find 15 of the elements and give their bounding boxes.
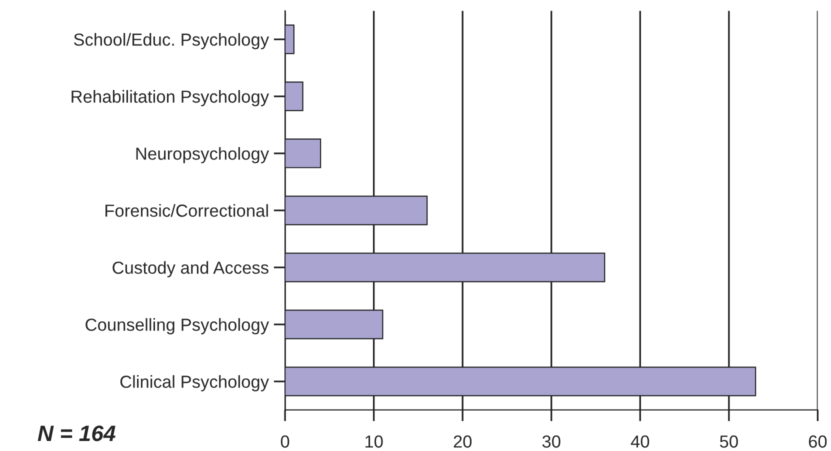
- x-tick-label: 30: [542, 435, 560, 448]
- y-tick-label: Custody and Access: [112, 261, 268, 278]
- y-tick-label: School/Educ. Psychology: [74, 33, 270, 50]
- y-tick-label: Counselling Psychology: [86, 318, 270, 334]
- x-tick-label: 40: [630, 435, 650, 448]
- x-tick-label: 10: [365, 435, 383, 448]
- y-tick-label: Forensic/Correctional: [106, 204, 268, 217]
- x-tick-label: 50: [720, 435, 738, 448]
- x-tick-label: 0: [280, 435, 290, 448]
- x-tick-label: 20: [454, 435, 472, 448]
- x-tick-label: 60: [808, 435, 827, 448]
- text: N = 164: [38, 425, 116, 442]
- y-tick-label: Clinical Psychology: [120, 375, 270, 392]
- y-tick-label: Rehabilitation Psychology: [72, 90, 270, 106]
- y-tick-label: Neuropsychology: [136, 147, 270, 164]
